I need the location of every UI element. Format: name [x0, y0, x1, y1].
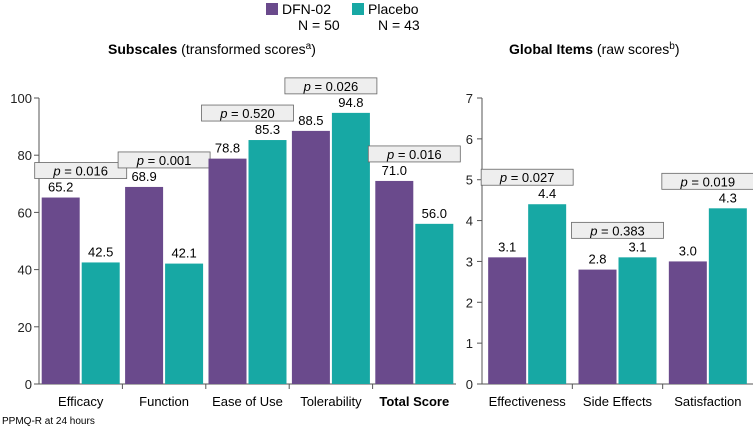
bar-placebo-effectiveness: [528, 204, 567, 384]
value-label: 3.1: [628, 239, 646, 254]
bar-placebo-tolerability: [331, 112, 370, 384]
value-label: 85.3: [255, 122, 280, 137]
p-value-label: p = 0.001: [136, 153, 192, 168]
bar-dfn-02-ease-of-use: [208, 158, 247, 384]
legend-label-placebo: Placebo: [368, 1, 419, 17]
y-tick-label: 7: [466, 91, 473, 106]
y-tick-label: 5: [466, 173, 473, 188]
global-title-close: ): [675, 41, 680, 57]
subscales-title-rest: (transformed scores: [177, 41, 305, 57]
y-tick-label: 40: [18, 263, 32, 278]
value-label: 3.0: [679, 243, 697, 258]
value-label: 56.0: [422, 206, 447, 221]
y-tick-label: 4: [466, 214, 473, 229]
p-value-label: p = 0.027: [499, 170, 555, 185]
p-value-label: p = 0.016: [52, 164, 108, 179]
p-value-label: p = 0.026: [303, 79, 359, 94]
bar-placebo-efficacy: [81, 262, 120, 384]
bar-placebo-total-score: [415, 223, 454, 384]
subscales-chart: 0 20 40 60 80 100 65.2 42.5 Efficacy p = 0.016 68.…: [10, 77, 461, 409]
bar-dfn-02-side-effects: [578, 269, 617, 384]
legend-n-placebo: N = 43: [378, 17, 420, 33]
value-label: 94.8: [338, 95, 363, 110]
category-label: Ease of Use: [212, 394, 283, 409]
p-value-label: p = 0.016: [386, 147, 442, 162]
value-label: 68.9: [131, 169, 156, 184]
global-title-sup: b: [669, 41, 675, 52]
y-tick-label: 100: [10, 91, 32, 106]
value-label: 42.1: [171, 246, 196, 261]
y-tick-label: 3: [466, 254, 473, 269]
category-label: Tolerability: [300, 394, 362, 409]
p-value-label: p = 0.383: [589, 223, 645, 238]
bar-placebo-satisfaction: [708, 208, 747, 384]
legend-swatch-dfn02: [266, 3, 278, 15]
y-tick-label: 20: [18, 320, 32, 335]
category-label: Side Effects: [583, 394, 653, 409]
y-tick-label: 2: [466, 295, 473, 310]
value-label: 4.4: [538, 186, 556, 201]
p-value-box: [480, 168, 574, 186]
bar-placebo-function: [165, 263, 204, 384]
subscales-title-close: ): [311, 41, 316, 57]
value-label: 78.8: [215, 141, 240, 156]
y-tick-label: 0: [466, 377, 473, 392]
bar-dfn-02-tolerability: [291, 130, 330, 384]
p-value-label: p = 0.019: [680, 174, 736, 189]
value-label: 4.3: [719, 190, 737, 205]
p-value-box: [571, 221, 664, 239]
subscales-title-sup: a: [306, 41, 312, 52]
bar-placebo-ease-of-use: [248, 140, 287, 384]
category-label: Satisfaction: [674, 394, 741, 409]
global-items-chart: 0 1 2 3 4 5 6 7 3.1 4.4 Effectiveness p = 0.027 2.8 3…: [466, 91, 753, 409]
value-label: 88.5: [298, 113, 323, 128]
category-label: Total Score: [379, 394, 449, 409]
bar-dfn-02-effectiveness: [488, 257, 527, 384]
global-title-rest: (raw scores: [593, 41, 669, 57]
value-label: 71.0: [382, 163, 407, 178]
category-label: Function: [139, 394, 189, 409]
legend-label-dfn02: DFN-02: [282, 1, 331, 17]
category-label: Effectiveness: [489, 394, 567, 409]
bar-dfn-02-function: [125, 186, 164, 384]
p-value-box: [201, 104, 294, 122]
bar-placebo-side-effects: [618, 257, 657, 384]
value-label: 65.2: [48, 180, 73, 195]
footnote: PPMQ-R at 24 hours: [2, 416, 95, 427]
legend-n-dfn02: N = 50: [298, 17, 340, 33]
p-value-box: [284, 77, 378, 95]
subscales-title: Subscales (transformed scoresa): [108, 41, 316, 57]
y-tick-label: 1: [466, 336, 473, 351]
p-value-label: p = 0.520: [219, 106, 275, 121]
bar-dfn-02-total-score: [375, 180, 414, 384]
global-title-bold: Global Items: [509, 41, 593, 57]
bar-dfn-02-efficacy: [41, 197, 80, 384]
y-tick-label: 0: [25, 377, 32, 392]
value-label: 3.1: [498, 239, 516, 254]
p-value-box: [661, 172, 753, 190]
legend-swatch-placebo: [352, 3, 364, 15]
legend: DFN-02 N = 50 Placebo N = 43: [266, 1, 420, 33]
value-label: 42.5: [88, 244, 113, 259]
global-items-title: Global Items (raw scoresb): [509, 41, 680, 57]
category-label: Efficacy: [58, 394, 104, 409]
bar-dfn-02-satisfaction: [668, 261, 707, 384]
p-value-box: [34, 162, 128, 179]
y-tick-label: 6: [466, 132, 473, 147]
value-label: 2.8: [588, 252, 606, 267]
p-value-box: [367, 145, 461, 163]
subscales-title-bold: Subscales: [108, 41, 177, 57]
y-tick-label: 60: [18, 205, 32, 220]
y-tick-label: 80: [18, 148, 32, 163]
